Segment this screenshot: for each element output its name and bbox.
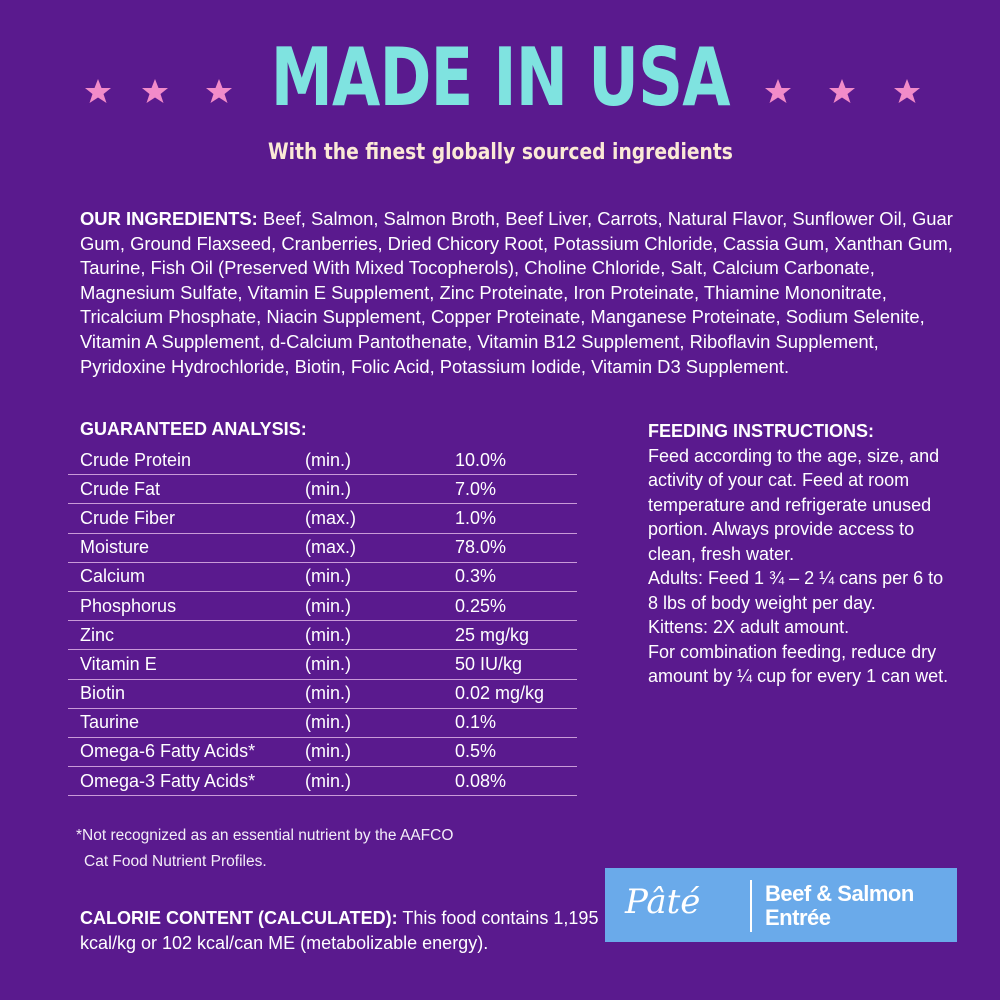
qualifier: (min.)	[305, 649, 455, 680]
analysis-row: Calcium (min.) 0.3%	[68, 562, 577, 592]
qualifier: (min.)	[305, 620, 455, 651]
feeding-paragraph: Feed according to the age, size, and act…	[648, 445, 940, 564]
nutrient: Omega-6 Fatty Acids*	[68, 737, 305, 768]
qualifier: (min.)	[305, 679, 455, 709]
amount: 50 IU/kg	[455, 649, 577, 680]
calorie: CALORIE CONTENT (CALCULATED): This food …	[80, 906, 600, 956]
amount: 0.1%	[455, 708, 577, 738]
analysis-row: Biotin (min.) 0.02 mg/kg	[68, 679, 577, 709]
amount: 78.0%	[455, 533, 577, 563]
amount: 0.5%	[455, 737, 577, 768]
nutrient: Crude Fiber	[68, 503, 305, 534]
qualifier: (min.)	[305, 562, 455, 592]
amount: 0.02 mg/kg	[455, 679, 577, 709]
analysis-row: Vitamin E (min.) 50 IU/kg	[68, 649, 577, 680]
amount: 7.0%	[455, 474, 577, 505]
title: MADE IN USA	[0, 38, 1000, 118]
footnote-line: Cat Food Nutrient Profiles.	[84, 853, 267, 870]
calorie-text: This food contains 1,195 kcal/kg or 102 …	[80, 908, 599, 953]
qualifier: (min.)	[305, 474, 455, 505]
footnote-line: *Not recognized as an essential nutrient…	[76, 827, 454, 844]
analysis-row: Zinc (min.) 25 mg/kg	[68, 620, 577, 651]
qualifier: (max.)	[305, 503, 455, 534]
qualifier: (min.)	[305, 446, 455, 476]
subtitle-text: With the finest globally sourced ingredi…	[267, 140, 733, 165]
analysis-row: Taurine (min.) 0.1%	[68, 708, 577, 738]
analysis-row: Crude Fiber (max.) 1.0%	[68, 503, 577, 534]
feeding-paragraph: Adults: Feed 1 ¾ – 2 ¼ cans per 6 to 8 l…	[648, 568, 944, 613]
feeding-paragraph: For combination feeding, reduce dry amou…	[648, 641, 949, 687]
amount: 0.25%	[455, 591, 577, 622]
qualifier: (max.)	[305, 533, 455, 563]
nutrient: Calcium	[68, 562, 305, 592]
analysis-row: Crude Protein (min.) 10.0%	[68, 446, 577, 476]
nutrient: Vitamin E	[68, 649, 305, 680]
nutrient: Zinc	[68, 620, 305, 651]
nutrient: Crude Protein	[68, 446, 305, 476]
analysis-table: Crude Protein (min.) 10.0% Crude Fat (min.) 7…	[68, 446, 577, 797]
qualifier: (min.)	[305, 737, 455, 768]
analysis-row: Moisture (max.) 78.0%	[68, 533, 577, 563]
badge-divider	[750, 880, 752, 932]
nutrient: Taurine	[68, 708, 305, 738]
analysis-row: Crude Fat (min.) 7.0%	[68, 474, 577, 505]
analysis-title: GUARANTEED ANALYSIS:	[80, 419, 307, 439]
ingredients: OUR INGREDIENTS: Beef, Salmon, Salmon Br…	[80, 207, 960, 379]
nutrient: Crude Fat	[68, 474, 305, 505]
amount: 0.3%	[455, 562, 577, 592]
badge-style: Pâté	[625, 882, 701, 922]
nutrient: Biotin	[68, 679, 305, 709]
nutrient: Phosphorus	[68, 591, 305, 622]
nutrient: Omega-3 Fatty Acids*	[68, 766, 305, 797]
analysis-row: Phosphorus (min.) 0.25%	[68, 591, 577, 622]
analysis-row: Omega-6 Fatty Acids* (min.) 0.5%	[68, 737, 577, 768]
feeding-paragraph: Kittens: 2X adult amount.	[648, 617, 850, 637]
amount: 25 mg/kg	[455, 620, 577, 651]
amount: 1.0%	[455, 503, 577, 534]
amount: 10.0%	[455, 446, 577, 476]
subtitle: With the finest globally sourced ingredi…	[0, 140, 1000, 165]
nutrient: Moisture	[68, 533, 305, 563]
footnote: *Not recognized as an essential nutrient…	[76, 823, 453, 875]
ingredients-text: Beef, Salmon, Salmon Broth, Beef Liver, …	[80, 208, 953, 377]
ingredients-label: OUR INGREDIENTS:	[80, 208, 258, 229]
qualifier: (min.)	[305, 708, 455, 738]
badge: Pâté Beef & Salmon Entrée	[605, 868, 957, 942]
calorie-label: CALORIE CONTENT (CALCULATED):	[80, 908, 398, 928]
feeding-title: FEEDING INSTRUCTIONS:	[648, 421, 875, 441]
badge-name-line: Beef & Salmon	[765, 881, 914, 906]
badge-name: Beef & Salmon Entrée	[765, 882, 914, 930]
title-text: MADE IN USA	[270, 31, 730, 124]
qualifier: (min.)	[305, 591, 455, 622]
stars	[85, 79, 920, 103]
feeding-body: Feed according to the age, size, and act…	[648, 444, 958, 689]
badge-name-line: Entrée	[765, 905, 831, 930]
analysis-row: Omega-3 Fatty Acids* (min.) 0.08%	[68, 766, 577, 797]
amount: 0.08%	[455, 766, 577, 797]
qualifier: (min.)	[305, 766, 455, 797]
feeding: FEEDING INSTRUCTIONS: Feed according to …	[648, 419, 958, 689]
